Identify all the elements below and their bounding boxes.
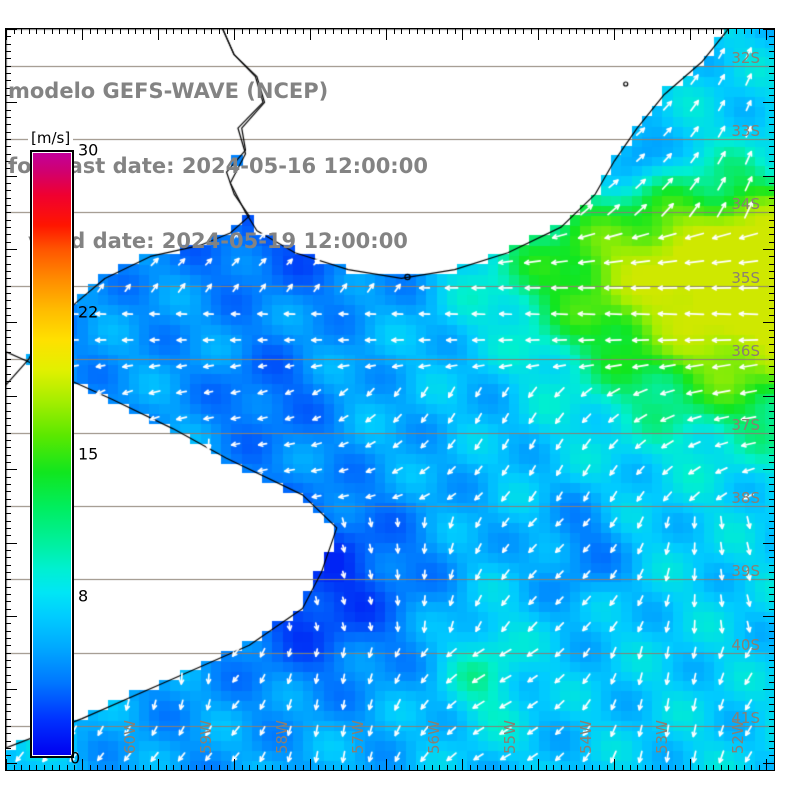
colorbar-units-label: [m/s] [28,128,74,148]
colorbar-tick-0: 0 [70,748,81,768]
lat-label-38s: 38S [731,488,760,507]
lon-label-60w: 60W [121,720,140,754]
lat-label-39s: 39S [731,562,760,581]
axis-ticks-left [6,29,18,770]
colorbar-tick-30: 30 [78,140,99,160]
lat-label-32s: 32S [731,48,760,67]
lon-label-56w: 56W [425,720,444,754]
lat-label-35s: 35S [731,268,760,287]
lon-label-57w: 57W [349,720,368,754]
colorbar-gradient-track[interactable] [30,150,74,758]
lat-label-36s: 36S [731,342,760,361]
wind-direction-vectors [6,29,774,770]
axis-ticks-right [762,29,774,770]
lon-label-54w: 54W [577,720,596,754]
lon-label-53w: 53W [653,720,672,754]
lon-label-58w: 58W [273,720,292,754]
axis-ticks-bottom [6,758,774,770]
colorbar-tick-22: 22 [78,302,99,322]
colorbar-tick-8: 8 [78,586,89,606]
colorbar-tick-15: 15 [78,444,99,464]
lon-label-52w: 52W [729,720,748,754]
lat-label-34s: 34S [731,195,760,214]
colorbar-legend: [m/s] 30 22 15 8 0 [28,128,98,768]
lat-label-33s: 33S [731,122,760,141]
model-title: modelo GEFS-WAVE (NCEP) [8,79,329,103]
lon-label-59w: 59W [197,720,216,754]
colorbar-gradient [33,153,71,755]
lat-label-40s: 40S [731,635,760,654]
lat-label-41s: 41S [731,708,760,727]
axis-ticks-top [6,29,774,41]
lat-label-37s: 37S [731,415,760,434]
lon-label-55w: 55W [501,720,520,754]
